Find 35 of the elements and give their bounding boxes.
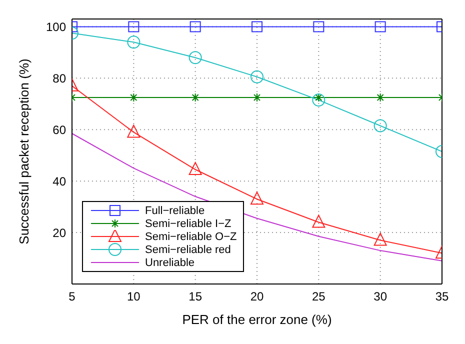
point xyxy=(374,119,387,132)
x-tick-label: 25 xyxy=(312,290,326,304)
legend-label: Semi−reliable I−Z xyxy=(145,218,232,230)
point xyxy=(313,21,324,32)
point xyxy=(127,36,140,49)
y-tick-label: 20 xyxy=(52,226,66,240)
x-tick-label: 35 xyxy=(435,290,449,304)
point xyxy=(312,94,326,107)
point xyxy=(252,21,262,32)
point xyxy=(188,51,202,64)
y-axis-title: Successful packet reception (%) xyxy=(16,58,32,244)
point xyxy=(252,92,262,102)
point xyxy=(128,21,140,32)
point xyxy=(312,214,326,228)
x-tick-label: 10 xyxy=(126,290,141,304)
point xyxy=(250,70,264,84)
point xyxy=(127,124,140,138)
y-tick-label: 60 xyxy=(52,122,66,137)
point xyxy=(190,21,201,32)
point xyxy=(374,232,387,246)
x-tick-label: 15 xyxy=(188,290,202,304)
legend-label: Full−reliable xyxy=(145,204,205,216)
point xyxy=(374,21,386,32)
point xyxy=(250,192,264,205)
point xyxy=(188,162,202,176)
legend-label: Semi−reliable O−Z xyxy=(145,230,237,242)
x-tick-label: 20 xyxy=(250,290,264,304)
x-tick-label: 5 xyxy=(68,290,76,304)
x-axis-title: PER of the error zone (%) xyxy=(182,312,332,327)
x-tick-label: 30 xyxy=(374,290,388,304)
legend-label: Unreliable xyxy=(145,256,195,268)
y-tick-label: 40 xyxy=(52,174,66,188)
legend-label: Semi−reliable red xyxy=(145,244,231,256)
y-tick-label: 100 xyxy=(46,20,66,34)
y-tick-label: 80 xyxy=(52,71,66,86)
